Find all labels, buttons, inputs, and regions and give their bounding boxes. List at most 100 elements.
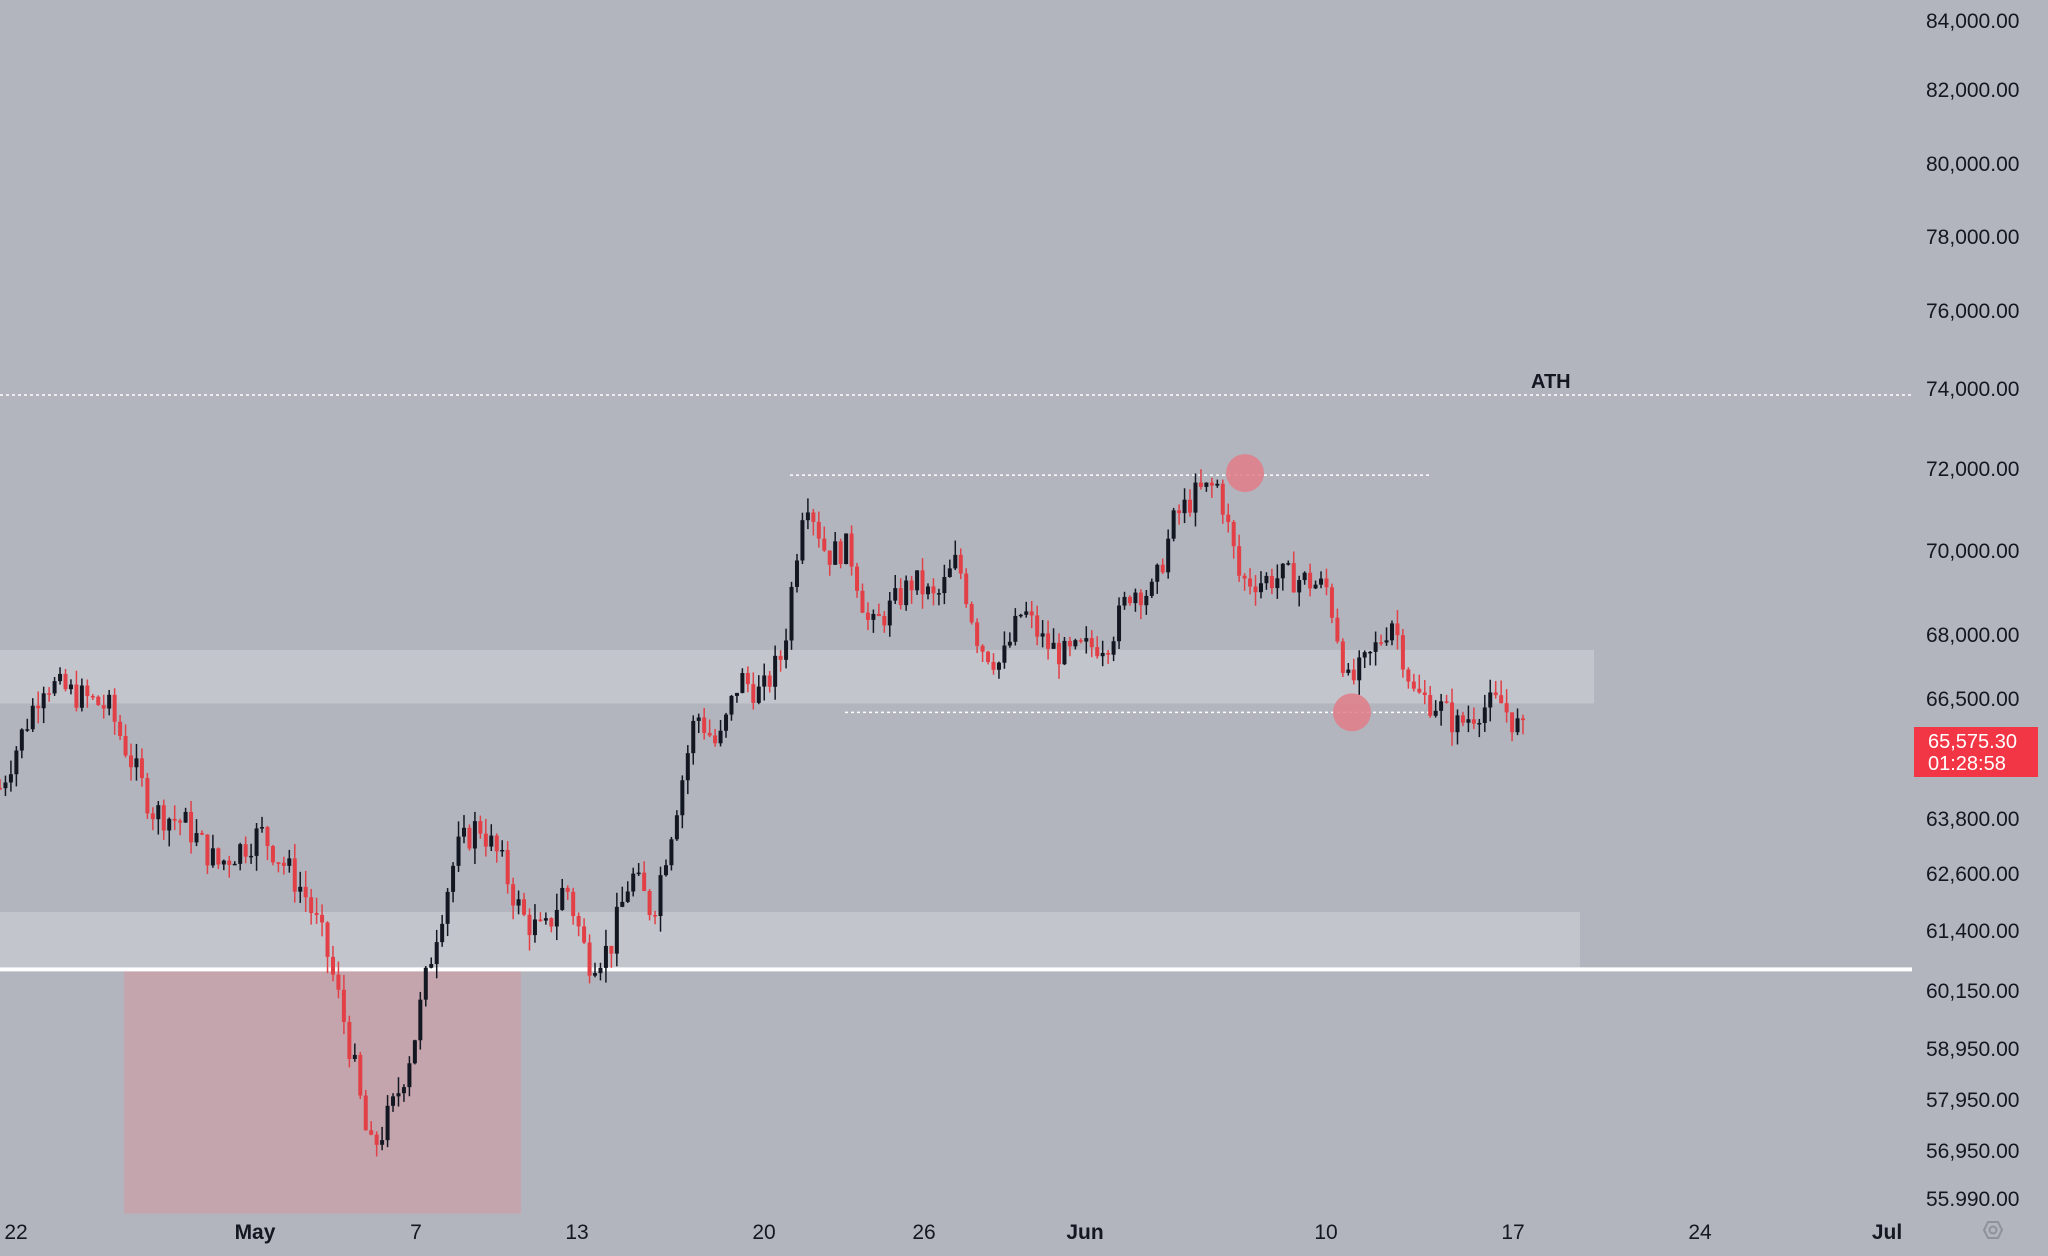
candle-body (1329, 587, 1334, 618)
candle (1106, 649, 1111, 664)
price-tag-box (1914, 727, 2038, 777)
candles-layer (0, 469, 1525, 1157)
levels-layer (0, 394, 1912, 972)
candle (1166, 529, 1171, 579)
candle (298, 871, 303, 903)
candle (734, 692, 739, 703)
candle (658, 866, 663, 932)
candle (221, 859, 226, 871)
candle (598, 962, 603, 981)
candle (254, 823, 259, 871)
candle-body (1466, 719, 1471, 723)
candle (1111, 636, 1116, 662)
candle-body (434, 942, 439, 965)
candle-body (1089, 638, 1094, 648)
settings-icon[interactable] (1982, 1221, 2004, 1239)
candle (800, 512, 805, 564)
candle (96, 695, 101, 706)
candle (1182, 488, 1187, 524)
candle (145, 773, 150, 819)
candle (893, 574, 898, 604)
markers-layer (1226, 454, 1371, 732)
candle-body (380, 1140, 385, 1145)
candle (0, 779, 2, 790)
candle-body (1460, 715, 1465, 723)
candle (358, 1051, 363, 1100)
candle-body (516, 899, 521, 906)
candle (336, 961, 341, 999)
candle-body (849, 533, 854, 567)
candle (107, 689, 112, 716)
x-tick-label: 17 (1501, 1221, 1524, 1244)
candle (1007, 632, 1012, 648)
candle-body (620, 901, 625, 907)
candle-body (298, 886, 303, 892)
candle (47, 687, 52, 702)
candle-body (1433, 710, 1438, 716)
candle-body (898, 588, 903, 606)
candle (707, 719, 712, 738)
candle-body (227, 860, 232, 865)
candle-body (827, 550, 832, 565)
candle-body (1133, 592, 1138, 604)
candle (767, 670, 772, 693)
candle-body (1264, 575, 1269, 584)
candle-body (554, 909, 559, 927)
candle-body (571, 891, 576, 917)
candle-body (1439, 701, 1444, 711)
candle (696, 713, 701, 734)
candle (150, 807, 155, 831)
candle-body (713, 735, 718, 744)
candle (374, 1131, 379, 1157)
candle-body (1335, 617, 1340, 642)
x-tick-label: May (235, 1221, 276, 1244)
candle (1351, 658, 1356, 685)
x-tick-label: 20 (752, 1221, 775, 1244)
candle (1286, 560, 1291, 566)
candle (565, 885, 570, 900)
x-tick-label: 26 (912, 1221, 935, 1244)
candle-body (1248, 578, 1253, 587)
candle-body (478, 821, 483, 834)
candle (167, 817, 172, 847)
candle-body (598, 967, 603, 974)
candle (603, 929, 608, 983)
candle (1051, 628, 1056, 649)
candle (505, 841, 510, 894)
candle (811, 508, 816, 536)
candle-body (1417, 688, 1422, 693)
x-axis[interactable]: 22 May 7 13 20 26 Jun 10 17 24 Jul (4, 1221, 1902, 1244)
candle (582, 918, 587, 945)
candle-body (625, 891, 630, 902)
candle-body (456, 836, 461, 866)
candle (1209, 477, 1214, 498)
candle (631, 867, 636, 897)
candle (90, 694, 95, 701)
candle (1308, 563, 1313, 597)
candle-body (107, 694, 112, 709)
candle (1291, 551, 1296, 593)
candle (347, 1015, 352, 1068)
y-axis[interactable]: 84,000.00 82,000.00 80,000.00 78,000.00 76,0… (1926, 10, 2019, 1211)
candle (287, 849, 292, 873)
candle (341, 974, 346, 1035)
candle (1057, 633, 1062, 679)
candle (1302, 571, 1307, 585)
y-tick-label: 62,600.00 (1926, 863, 2019, 886)
candle (1220, 479, 1225, 524)
candle-body (292, 858, 297, 892)
candle-body (391, 1096, 396, 1106)
candle-body (1177, 510, 1182, 514)
candle-body (1171, 510, 1176, 539)
candle-body (1510, 712, 1515, 733)
candle-body (549, 918, 554, 927)
candle-body (423, 967, 428, 1000)
y-tick-label: 74,000.00 (1926, 378, 2019, 401)
candle-body (560, 887, 565, 910)
candle-body (838, 541, 843, 565)
candle-body (1057, 642, 1062, 665)
candle-body (1215, 483, 1220, 486)
candle-body (1144, 595, 1149, 606)
candle (309, 888, 314, 925)
